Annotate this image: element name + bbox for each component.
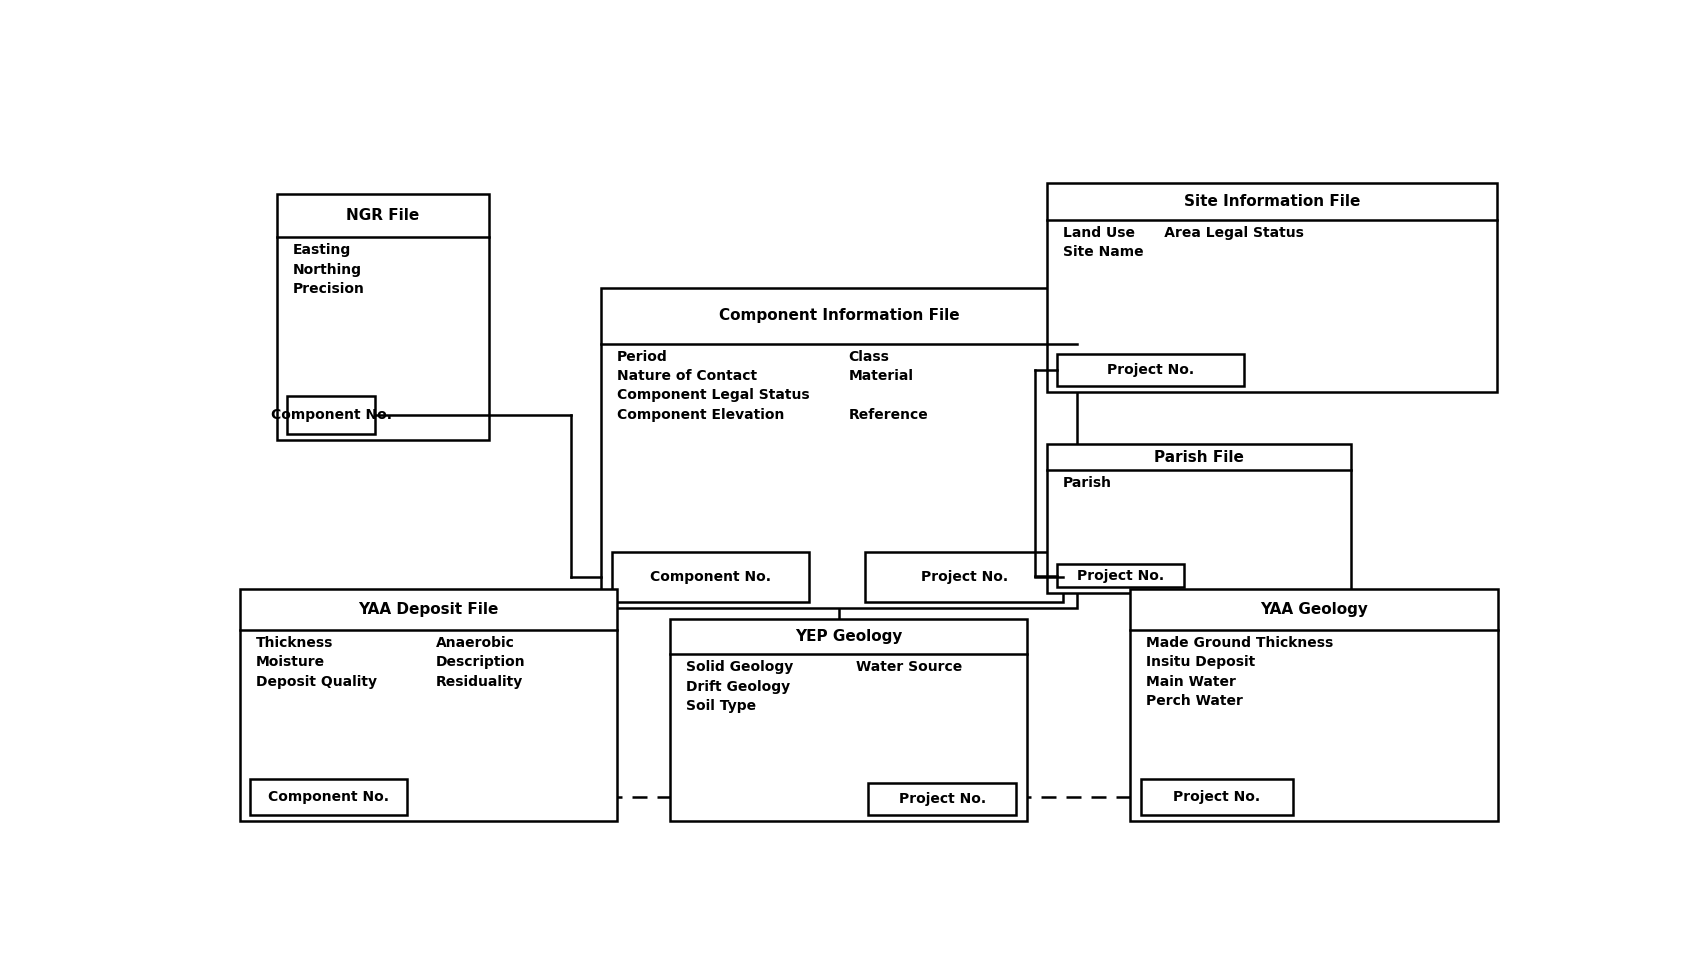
Text: Reference: Reference [848,408,929,422]
Text: Project No.: Project No. [1077,568,1164,583]
Text: Northing: Northing [294,262,362,277]
Text: Residuality: Residuality [435,675,522,688]
Text: Water Source: Water Source [855,660,961,675]
Text: YAA Deposit File: YAA Deposit File [358,602,498,618]
Text: Project No.: Project No. [898,792,987,806]
Text: Main Water: Main Water [1145,675,1236,688]
Text: Parish File: Parish File [1154,450,1244,465]
Text: Period: Period [616,349,667,364]
Bar [669,620,1028,821]
Bar [611,553,809,602]
Bar [239,590,616,821]
Text: Insitu Deposit: Insitu Deposit [1145,655,1255,669]
Text: Thickness: Thickness [256,636,333,650]
Text: Component Information File: Component Information File [719,308,959,323]
Text: Component No.: Component No. [650,570,772,585]
Text: Parish: Parish [1063,476,1111,490]
Text: Made Ground Thickness: Made Ground Thickness [1145,636,1333,650]
Text: Precision: Precision [294,283,365,296]
Bar [869,783,1016,814]
Bar [1140,778,1294,814]
Bar [277,195,488,440]
Text: Project No.: Project No. [1108,363,1195,377]
Bar [1057,353,1244,386]
Text: Moisture: Moisture [256,655,324,669]
Text: Class: Class [848,349,889,364]
Bar [1057,564,1183,588]
Text: NGR File: NGR File [347,208,420,224]
Text: Nature of Contact: Nature of Contact [616,369,756,383]
Text: Solid Geology: Solid Geology [686,660,794,675]
Bar [601,287,1077,608]
Text: Site Information File: Site Information File [1183,194,1360,209]
Bar [865,553,1063,602]
Text: Anaerobic: Anaerobic [435,636,516,650]
Text: Component No.: Component No. [268,790,389,803]
Text: Component Legal Status: Component Legal Status [616,388,809,403]
Text: Land Use      Area Legal Status: Land Use Area Legal Status [1063,226,1304,240]
Bar [1130,590,1499,821]
Bar [251,778,406,814]
Text: Component No.: Component No. [271,408,393,422]
Text: Description: Description [435,655,526,669]
Text: Project No.: Project No. [1173,790,1261,803]
Text: YAA Geology: YAA Geology [1260,602,1367,618]
Bar [1046,183,1497,392]
Text: Drift Geology: Drift Geology [686,680,790,694]
Text: Soil Type: Soil Type [686,699,756,713]
Text: YEP Geology: YEP Geology [795,629,901,645]
Bar [1046,444,1350,593]
Text: Material: Material [848,369,913,383]
Text: Site Name: Site Name [1063,245,1144,259]
Bar [287,396,376,435]
Text: Project No.: Project No. [920,570,1007,585]
Text: Perch Water: Perch Water [1145,694,1243,708]
Text: Easting: Easting [294,243,352,257]
Text: Component Elevation: Component Elevation [616,408,784,422]
Text: Deposit Quality: Deposit Quality [256,675,377,688]
